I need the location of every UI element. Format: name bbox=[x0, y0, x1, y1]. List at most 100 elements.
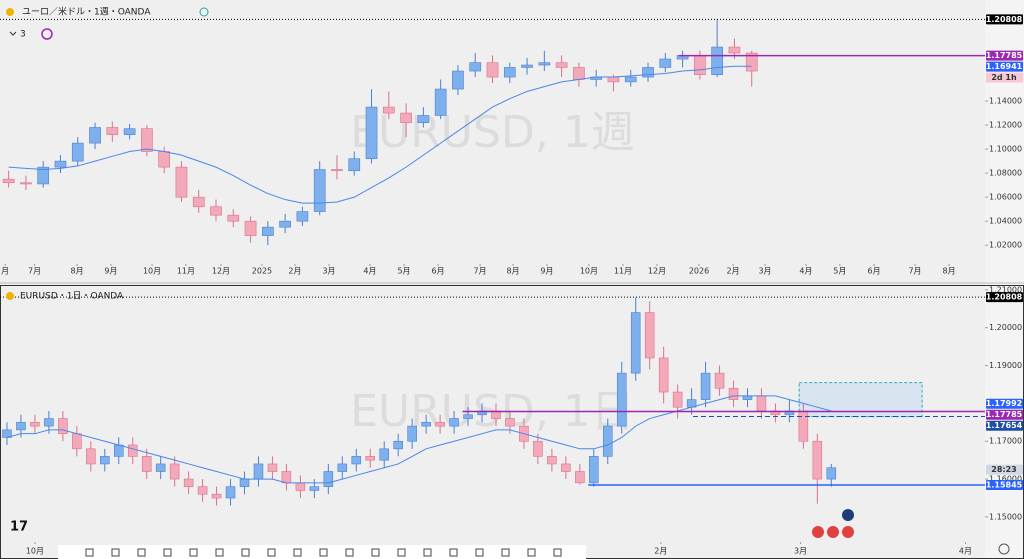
candle-body bbox=[449, 418, 459, 427]
tool-icon[interactable] bbox=[397, 548, 406, 557]
tool-icon[interactable] bbox=[163, 548, 172, 557]
tool-icon[interactable] bbox=[527, 548, 536, 557]
y-tick-label: 1.19000 bbox=[989, 361, 1022, 370]
candle-body bbox=[694, 55, 706, 75]
collapse-icon[interactable] bbox=[9, 31, 17, 36]
price-tag bbox=[986, 14, 1023, 25]
candle-body bbox=[630, 312, 641, 374]
event-icon[interactable] bbox=[827, 526, 839, 538]
tool-icon[interactable] bbox=[371, 548, 380, 557]
symbol-icon bbox=[6, 8, 14, 16]
x-tick-label: 2025 bbox=[252, 267, 272, 276]
settings-icon[interactable] bbox=[998, 543, 1010, 555]
candle-body bbox=[400, 112, 412, 123]
y-tick-label: 1.17000 bbox=[989, 437, 1022, 446]
candle-body bbox=[227, 214, 240, 222]
price-tag-label: 1.16941 bbox=[986, 62, 1023, 71]
price-tag bbox=[986, 398, 1023, 409]
candle-body bbox=[225, 486, 236, 499]
tool-icon[interactable] bbox=[475, 548, 484, 557]
candle-body bbox=[728, 387, 739, 400]
drawing-toolbar bbox=[58, 545, 586, 559]
candle-body bbox=[365, 106, 378, 160]
tool-icon[interactable] bbox=[293, 548, 302, 557]
candle-body bbox=[417, 115, 430, 123]
candle-body bbox=[826, 467, 837, 480]
candle-body bbox=[435, 422, 445, 427]
candle-body bbox=[728, 46, 741, 54]
candle-body bbox=[503, 67, 516, 78]
event-icon[interactable] bbox=[842, 509, 854, 521]
candle-body bbox=[711, 46, 723, 75]
candle-body bbox=[624, 76, 637, 83]
candle-body bbox=[533, 440, 543, 457]
x-tick-label: 11月 bbox=[614, 267, 632, 276]
x-tick-label: 4月 bbox=[363, 267, 376, 276]
x-tick-label: 8月 bbox=[943, 267, 956, 276]
tool-icon[interactable] bbox=[85, 548, 94, 557]
tool-icon[interactable] bbox=[137, 548, 146, 557]
candle-body bbox=[313, 169, 326, 212]
tool-icon[interactable] bbox=[423, 548, 432, 557]
y-tick-label: 1.04000 bbox=[989, 217, 1022, 226]
x-tick-label: 11月 bbox=[177, 267, 195, 276]
x-tick-label: 4月 bbox=[959, 547, 972, 556]
tool-icon[interactable] bbox=[215, 548, 224, 557]
candle-body bbox=[30, 422, 40, 427]
x-tick-label: 9月 bbox=[104, 267, 117, 276]
x-tick-label: 12月 bbox=[648, 267, 666, 276]
candle-body bbox=[421, 422, 431, 427]
tool-icon[interactable] bbox=[319, 548, 328, 557]
tool-icon[interactable] bbox=[501, 548, 510, 557]
x-tick-label: 3月 bbox=[322, 267, 335, 276]
y-tick-label: 1.15000 bbox=[989, 512, 1022, 521]
candle-body bbox=[323, 471, 334, 487]
tool-icon[interactable] bbox=[553, 548, 562, 557]
price-tag-label: 1.17785 bbox=[986, 51, 1023, 60]
candle-body bbox=[183, 478, 194, 487]
y-tick-label: 1.06000 bbox=[989, 193, 1022, 202]
indicator-count[interactable]: 3 bbox=[20, 30, 26, 40]
x-tick-label: 10月 bbox=[143, 267, 161, 276]
tool-icon[interactable] bbox=[449, 548, 458, 557]
candle-body bbox=[210, 206, 222, 216]
candle-body bbox=[244, 220, 257, 236]
tool-icon[interactable] bbox=[345, 548, 354, 557]
indicator-icon[interactable] bbox=[41, 28, 53, 40]
x-tick-label: 12月 bbox=[212, 267, 230, 276]
candle-body bbox=[2, 178, 15, 184]
candle-body bbox=[379, 448, 389, 461]
x-tick-label: 2月 bbox=[727, 267, 740, 276]
tool-icon[interactable] bbox=[189, 548, 198, 557]
candle-body bbox=[309, 486, 320, 491]
candle-body bbox=[169, 463, 180, 480]
candle-body bbox=[672, 391, 683, 408]
event-icon[interactable] bbox=[842, 526, 854, 538]
price-tag bbox=[986, 464, 1023, 475]
candle-body bbox=[106, 127, 119, 135]
candle-body bbox=[573, 67, 585, 80]
tool-icon[interactable] bbox=[267, 548, 276, 557]
x-tick-label: 8月 bbox=[71, 267, 84, 276]
price-tag bbox=[986, 61, 1023, 72]
price-tag-label: 2d 1h bbox=[991, 73, 1017, 82]
candle-body bbox=[262, 226, 274, 236]
candle-body bbox=[798, 410, 809, 442]
tool-icon[interactable] bbox=[111, 548, 120, 557]
y-tick-label: 1.14000 bbox=[989, 97, 1022, 106]
event-icon[interactable] bbox=[812, 526, 824, 538]
x-tick-label: 10月 bbox=[26, 547, 44, 556]
candle-body bbox=[407, 425, 417, 442]
y-tick-label: 1.21000 bbox=[989, 285, 1022, 294]
chart-title: ユーロ／米ドル・1週・OANDA bbox=[22, 6, 151, 18]
x-tick-label: 10月 bbox=[580, 267, 598, 276]
y-tick-label: 1.08000 bbox=[989, 169, 1022, 178]
tool-icon[interactable] bbox=[241, 548, 250, 557]
candle-body bbox=[547, 456, 557, 465]
x-tick-label: 3月 bbox=[758, 267, 771, 276]
candle-body bbox=[469, 62, 482, 72]
x-tick-label: 4月 bbox=[799, 267, 812, 276]
y-tick-label: 1.10000 bbox=[989, 145, 1022, 154]
candle-body bbox=[642, 67, 654, 78]
candle-body bbox=[89, 127, 101, 144]
